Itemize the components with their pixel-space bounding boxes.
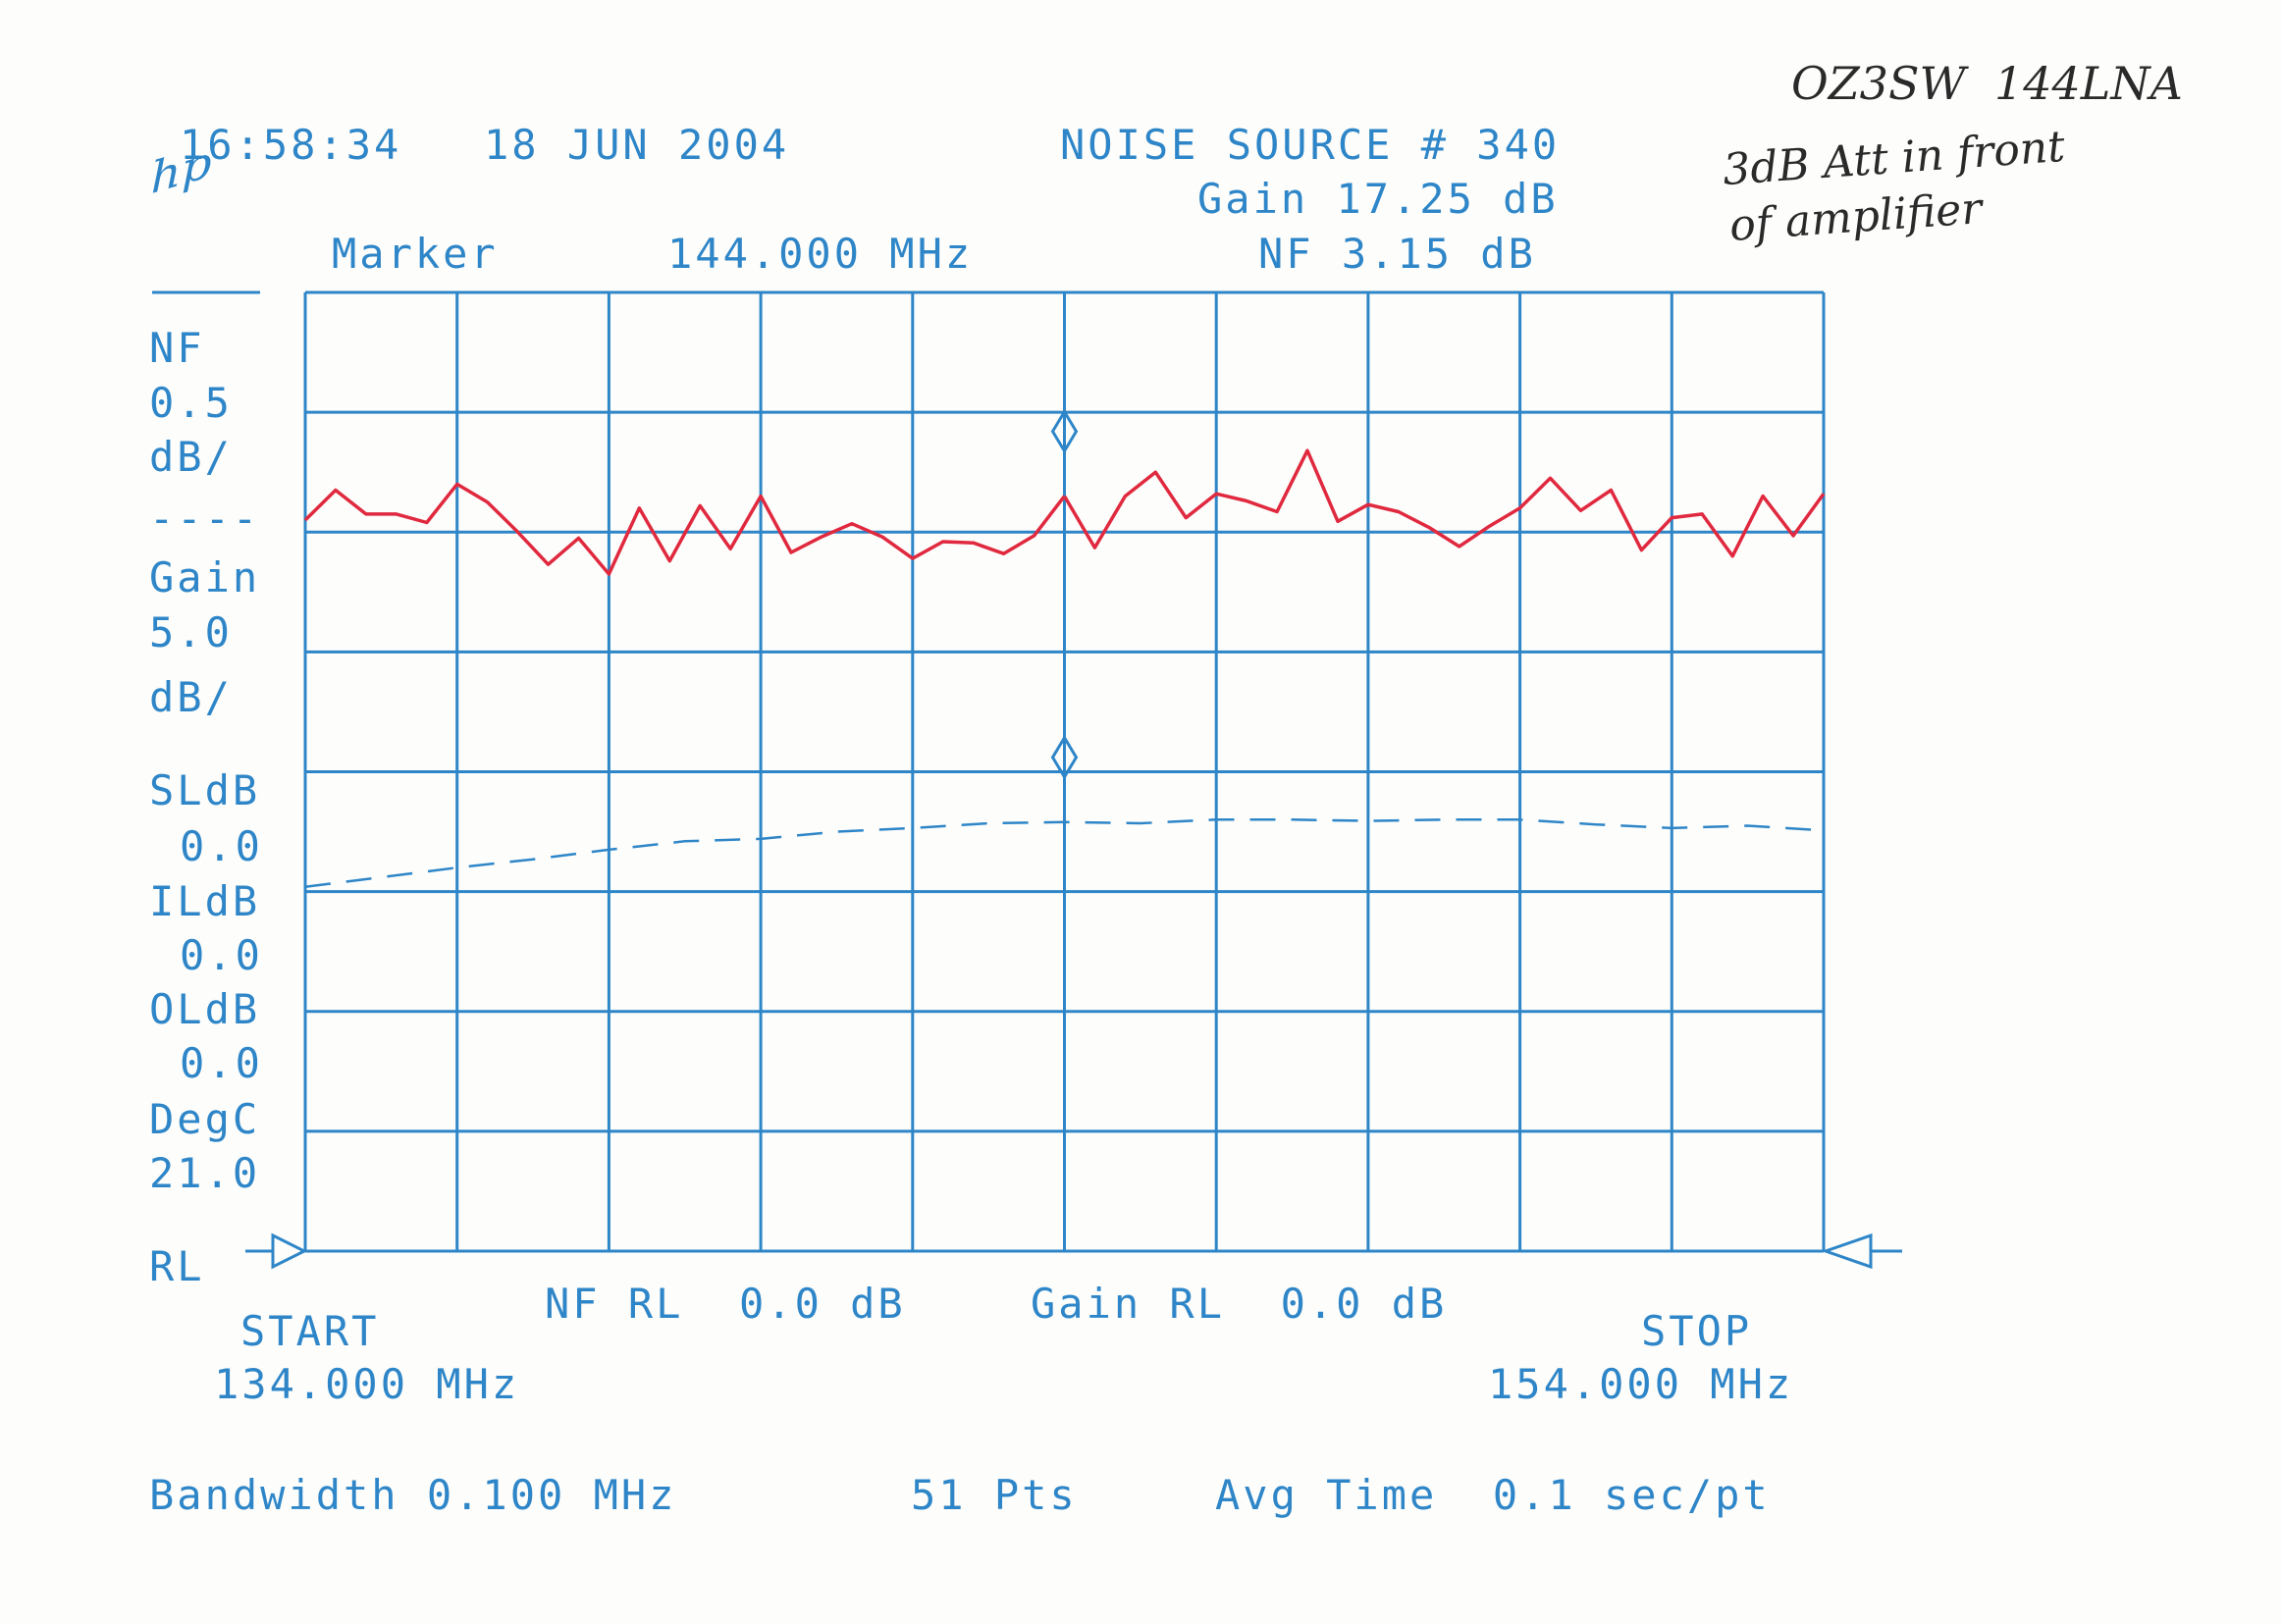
bandwidth-readout: Bandwidth 0.100 MHz <box>149 1471 677 1519</box>
noise-source-label: NOISE SOURCE # 340 <box>1060 121 1561 169</box>
gain-readout: Gain 17.25 dB <box>1197 175 1559 223</box>
gain-unit: dB/ <box>149 673 233 721</box>
gain-label: Gain <box>149 553 261 602</box>
plot-grid <box>303 290 1826 1253</box>
left-reference-arrow <box>245 1232 308 1270</box>
start-frequency: 134.000 MHz <box>214 1360 520 1408</box>
nf-marker-diamond <box>1050 408 1079 454</box>
gain-scale: 5.0 <box>149 608 233 656</box>
points-readout: 51 Pts <box>911 1471 1078 1519</box>
il-label: ILdB <box>149 877 261 925</box>
ol-label: OLdB <box>149 985 261 1033</box>
stop-frequency: 154.000 MHz <box>1488 1360 1794 1408</box>
gain-reference-level: Gain RL 0.0 dB <box>1031 1280 1448 1328</box>
start-label: START <box>240 1307 380 1355</box>
average-time-readout: Avg Time 0.1 sec/pt <box>1215 1471 1771 1519</box>
scale-separator: ---- <box>149 495 261 543</box>
nf-scale: 0.5 <box>149 379 233 427</box>
nf-unit: dB/ <box>149 433 233 481</box>
right-reference-arrow <box>1821 1232 1902 1270</box>
gain-marker-diamond <box>1050 734 1079 780</box>
gain-trace <box>304 818 1825 888</box>
stop-label: STOP <box>1641 1307 1753 1355</box>
ol-value: 0.0 <box>180 1039 263 1087</box>
marker-label: Marker <box>332 230 499 278</box>
temperature-label: DegC <box>149 1095 261 1143</box>
timestamp-time: 16:58:34 <box>180 121 402 169</box>
timestamp-date: 18 JUN 2004 <box>484 121 790 169</box>
plot-markers <box>1050 408 1079 822</box>
reference-level-arrows <box>245 1232 1902 1270</box>
il-value: 0.0 <box>180 931 263 979</box>
sl-label: SLdB <box>149 766 261 814</box>
sl-value: 0.0 <box>180 822 263 870</box>
nf-readout: NF 3.15 dB <box>1258 230 1536 278</box>
marker-frequency: 144.000 MHz <box>667 230 974 278</box>
nf-reference-level: NF RL 0.0 dB <box>545 1280 906 1328</box>
temperature-value: 21.0 <box>149 1149 261 1197</box>
annotation-callsign: OZ3SW 144LNA <box>1791 57 2183 110</box>
nf-label: NF <box>149 324 205 372</box>
reference-level-label: RL <box>149 1242 205 1290</box>
